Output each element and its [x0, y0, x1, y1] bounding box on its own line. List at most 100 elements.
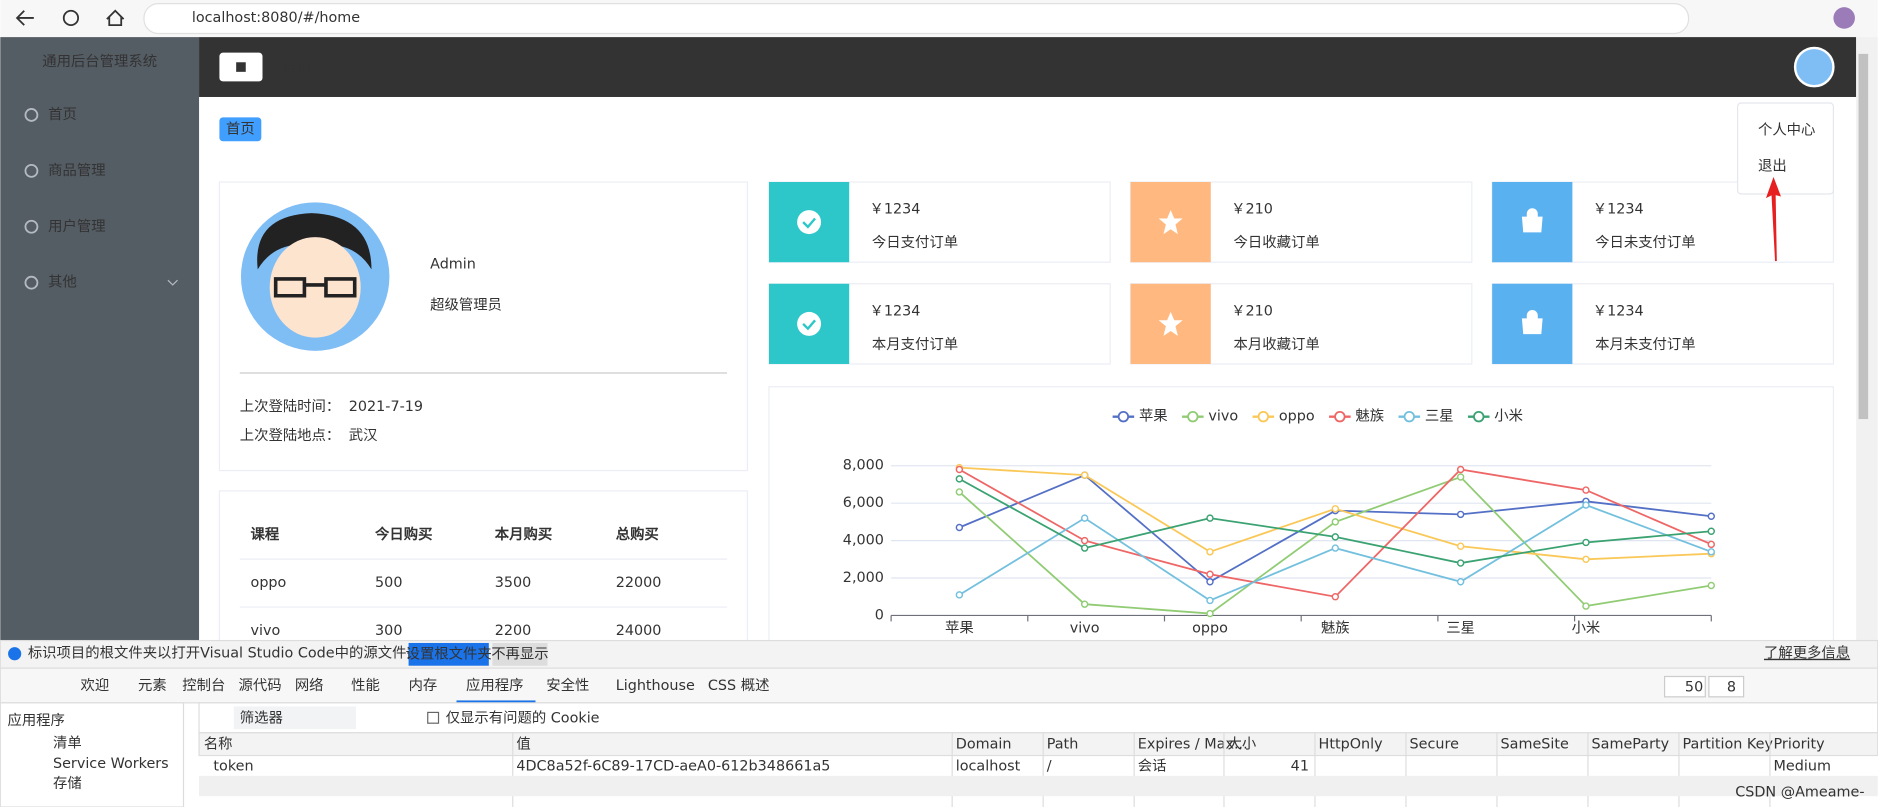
badge[interactable]	[1708, 675, 1745, 698]
table-cell: 300	[375, 623, 402, 639]
menu-item[interactable]: 商品管理	[48, 162, 105, 179]
dropdown	[1737, 102, 1835, 195]
stat-icon	[1158, 210, 1183, 235]
legend-marker	[1403, 410, 1415, 423]
sidebar-title: 通用后台管理系统	[42, 53, 157, 70]
side-item[interactable]: 存储	[53, 775, 82, 792]
tab[interactable]: 欢迎	[81, 677, 110, 694]
tab[interactable]: 安全性	[546, 676, 589, 694]
column-header: Domain	[956, 737, 1012, 753]
column-header: Expires / Max...	[1138, 737, 1248, 753]
stat-icon	[1158, 311, 1183, 336]
column-header: Priority	[1774, 737, 1826, 753]
button-label[interactable]: 设置根文件夹	[406, 645, 492, 662]
checkbox-label: 仅显示有问题的 Cookie	[446, 709, 600, 726]
legend-label[interactable]: 小米	[1494, 408, 1523, 425]
column-header: SameParty	[1592, 737, 1670, 753]
home-icon[interactable]	[106, 9, 125, 27]
header	[199, 37, 1857, 97]
tab[interactable]: 源代码	[239, 677, 282, 694]
stat-label: 本月未支付订单	[1595, 336, 1696, 353]
link[interactable]: 了解更多信息	[1764, 645, 1850, 662]
menu-item[interactable]: 其他	[48, 274, 77, 291]
dropdown-item[interactable]: 个人中心	[1758, 122, 1815, 139]
tab[interactable]: 控制台	[182, 677, 225, 694]
table-cell: vivo	[251, 623, 281, 639]
legend-label[interactable]: vivo	[1208, 409, 1238, 425]
info-icon	[8, 647, 22, 661]
cookie-cell: Medium	[1774, 758, 1831, 774]
side-item[interactable]: Service Workers	[53, 756, 169, 772]
table-cell: 2200	[495, 623, 532, 639]
x-tick-label: 三星	[1446, 621, 1475, 637]
menu-icon	[24, 108, 39, 122]
tab[interactable]: 内存	[409, 677, 438, 694]
legend-label[interactable]: 苹果	[1139, 408, 1168, 425]
checkbox[interactable]	[427, 711, 440, 724]
legend-label[interactable]: 魅族	[1355, 408, 1384, 425]
back-icon[interactable]	[15, 10, 34, 26]
point	[1206, 514, 1214, 522]
filter-box[interactable]	[233, 706, 356, 730]
point	[1080, 544, 1089, 552]
stat-label: 本月收藏订单	[1234, 336, 1320, 353]
column-header: Partition Key	[1683, 737, 1774, 753]
address-bar[interactable]	[143, 2, 1690, 35]
tab[interactable]: 网络	[295, 677, 324, 694]
tab[interactable]: Lighthouse	[616, 678, 695, 694]
stat-label: 今日支付订单	[872, 234, 958, 251]
legend-label[interactable]: 三星	[1425, 409, 1454, 425]
menu-item[interactable]: 用户管理	[48, 218, 105, 235]
point	[1707, 527, 1715, 535]
user-name: Admin	[430, 257, 476, 273]
annotation-arrow	[1765, 177, 1781, 262]
stat-value: ￥1234	[1593, 202, 1644, 218]
point	[955, 488, 964, 496]
stat-icon	[1521, 208, 1543, 233]
profile-icon[interactable]	[1833, 7, 1855, 29]
point	[955, 591, 964, 599]
tab-underline	[456, 700, 536, 703]
y-tick-label: 6,000	[843, 495, 884, 511]
point	[1206, 596, 1214, 605]
tag[interactable]	[219, 117, 262, 142]
tab[interactable]: 应用程序	[466, 676, 523, 694]
watermark: CSDN @Ameame-	[1735, 785, 1864, 801]
point	[1331, 505, 1340, 513]
point	[1456, 473, 1465, 481]
point	[1582, 501, 1590, 509]
menu-item[interactable]: 首页	[48, 106, 77, 123]
dropdown-item[interactable]: 退出	[1758, 157, 1787, 174]
badge[interactable]	[1663, 675, 1706, 698]
info-value: 武汉	[349, 427, 378, 444]
tab-bar	[0, 667, 1878, 704]
point	[1456, 542, 1465, 550]
legend-marker	[1334, 410, 1346, 423]
avatar-glasses	[273, 277, 357, 298]
point	[1080, 471, 1089, 479]
info-label: 上次登陆时间：	[240, 398, 341, 415]
tab[interactable]: CSS 概述	[708, 677, 770, 694]
warning-count[interactable]: 50	[1685, 679, 1703, 695]
table-header: 课程	[251, 526, 280, 543]
table-cell: 22000	[616, 575, 662, 591]
table-header: 本月购买	[495, 525, 552, 543]
avatar-small[interactable]	[1793, 46, 1835, 88]
reload-icon[interactable]	[62, 9, 80, 27]
x-tick-label: 魅族	[1321, 620, 1350, 637]
button[interactable]	[492, 642, 548, 666]
message-count[interactable]: 8	[1727, 679, 1736, 695]
button[interactable]	[408, 642, 489, 666]
legend-label[interactable]: oppo	[1279, 409, 1315, 425]
side-item[interactable]: 清单	[53, 735, 82, 752]
stat-label: 本月支付订单	[872, 336, 958, 353]
point	[1707, 540, 1715, 549]
tab[interactable]: 元素	[138, 677, 167, 694]
cookie-cell: localhost	[956, 758, 1021, 774]
tab[interactable]: 性能	[351, 677, 380, 694]
point	[1080, 600, 1089, 608]
button-label[interactable]: 不再显示	[491, 646, 548, 662]
table-cell: 500	[375, 575, 402, 591]
point	[1206, 609, 1214, 618]
